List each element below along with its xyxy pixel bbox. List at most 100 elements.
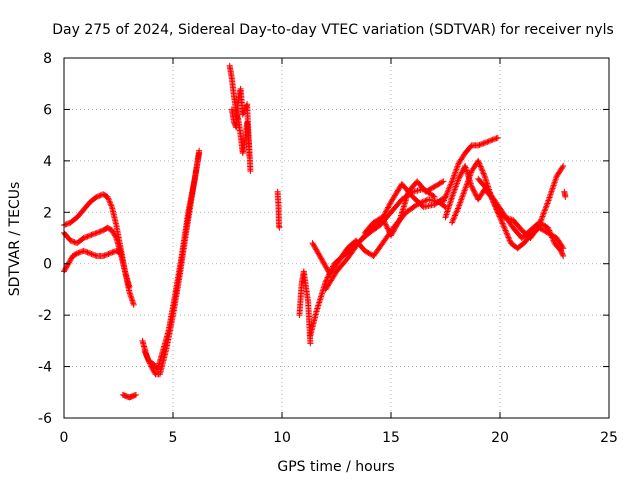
data-point	[311, 244, 318, 250]
y-tick-label: -6	[38, 411, 52, 427]
data-point	[550, 182, 557, 189]
data-point	[385, 203, 392, 210]
data-point	[151, 368, 158, 375]
data-point	[479, 169, 486, 176]
data-point	[68, 238, 75, 245]
data-point	[451, 213, 458, 220]
data-point	[484, 138, 491, 145]
data-point	[62, 265, 69, 272]
data-point	[83, 248, 90, 255]
data-point	[451, 186, 458, 193]
data-point	[549, 235, 556, 242]
data-point	[483, 139, 490, 146]
data-point	[388, 232, 394, 239]
data-point	[458, 169, 465, 176]
data-point	[312, 245, 319, 252]
data-point	[382, 221, 389, 228]
data-point	[390, 228, 397, 235]
data-point	[449, 192, 456, 199]
data-point	[130, 301, 137, 308]
data-point	[318, 255, 325, 262]
data-point	[450, 216, 457, 223]
data-point	[442, 194, 449, 201]
data-point	[456, 174, 463, 181]
data-point	[64, 220, 71, 227]
data-point	[239, 111, 246, 118]
data-point	[70, 238, 77, 245]
data-point	[80, 235, 87, 241]
data-point	[321, 262, 328, 268]
data-point	[93, 193, 100, 200]
data-point	[422, 197, 429, 204]
data-point	[453, 180, 460, 187]
data-point	[458, 170, 465, 177]
data-point	[392, 224, 399, 231]
data-point	[441, 203, 448, 210]
data-point	[74, 250, 81, 257]
data-point	[540, 212, 547, 219]
data-point	[386, 201, 393, 208]
data-point	[547, 231, 554, 238]
data-point	[450, 215, 457, 222]
data-point	[380, 217, 387, 224]
y-tick-label: 4	[43, 154, 52, 170]
data-point	[447, 181, 454, 188]
data-point	[445, 185, 452, 192]
data-point	[92, 230, 99, 237]
data-point	[490, 136, 497, 143]
data-point	[313, 246, 320, 253]
data-point	[142, 351, 149, 358]
data-point	[546, 228, 553, 235]
data-point	[317, 254, 324, 261]
data-point	[501, 224, 508, 231]
data-point	[447, 182, 454, 189]
data-point	[455, 177, 462, 184]
data-point	[391, 226, 398, 232]
data-point	[492, 135, 499, 142]
data-point	[550, 237, 557, 244]
data-point	[321, 260, 328, 267]
data-point	[379, 215, 386, 222]
data-point	[63, 263, 70, 270]
data-point	[142, 349, 149, 356]
data-point	[105, 250, 112, 257]
data-point	[440, 178, 447, 185]
data-point	[385, 204, 392, 211]
data-point	[393, 223, 400, 230]
y-tick-label: 6	[43, 102, 52, 118]
data-point	[310, 242, 317, 249]
data-point	[246, 152, 253, 159]
data-point	[105, 195, 112, 202]
x-tick-label: 20	[491, 430, 509, 446]
data-point	[477, 163, 484, 170]
series-column-10h	[274, 188, 283, 231]
data-point	[481, 171, 488, 178]
data-point	[81, 248, 88, 255]
series-late-tail	[475, 175, 567, 259]
data-point	[471, 188, 478, 195]
y-tick-label: -4	[38, 360, 52, 376]
series-spike-cluster-b	[228, 85, 253, 159]
data-point	[88, 250, 95, 257]
data-point	[83, 233, 90, 240]
data-point	[89, 231, 96, 238]
data-point	[144, 354, 151, 361]
y-tick-label: 2	[43, 205, 52, 221]
y-axis-label: SDTVAR / TECUs	[7, 182, 23, 297]
data-point	[549, 185, 556, 192]
plot-frame	[63, 57, 610, 419]
data-point	[444, 190, 451, 197]
x-tick-label: 10	[273, 430, 291, 446]
data-point	[441, 196, 448, 203]
data-point	[486, 137, 493, 144]
data-point	[61, 267, 68, 274]
chart-title: Day 275 of 2024, Sidereal Day-to-day VTE…	[52, 22, 614, 38]
data-point	[538, 214, 545, 221]
data-point	[545, 226, 552, 233]
data-point	[551, 180, 558, 187]
data-point	[446, 184, 453, 191]
data-point	[382, 208, 389, 215]
data-point	[108, 249, 115, 256]
data-point	[476, 160, 483, 167]
data-point	[150, 367, 157, 374]
